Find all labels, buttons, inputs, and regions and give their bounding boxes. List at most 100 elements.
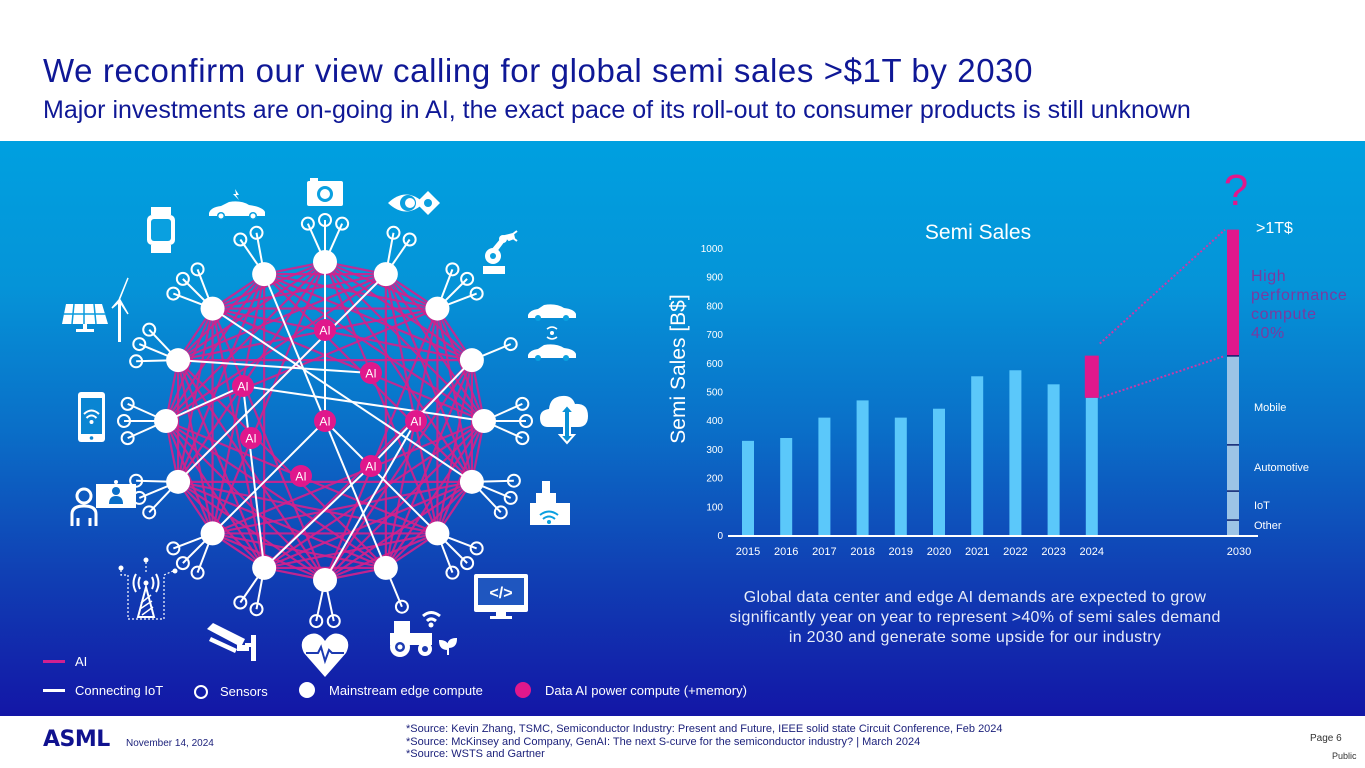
hpc-label-line: High <box>1251 268 1286 285</box>
sensor-node <box>117 414 131 428</box>
x-tick-label: 2020 <box>927 546 951 558</box>
sensor-node <box>309 614 324 629</box>
ai-link <box>177 273 265 361</box>
ai-node-label: AI <box>410 415 421 429</box>
ai-link <box>263 273 485 422</box>
sensor-node <box>233 595 248 610</box>
ai-link <box>177 261 326 362</box>
ai-nodes: AI AI AI AI AI AI AI AI <box>232 319 427 487</box>
sensor-node <box>233 232 248 247</box>
content-band <box>0 141 1365 716</box>
x-tick-label: 2030 <box>1227 546 1251 558</box>
edge-compute-node <box>459 469 484 494</box>
ai-node-label: AI <box>365 367 376 381</box>
ai-node: AI <box>360 455 382 477</box>
ai-link <box>324 480 473 581</box>
ai-node-label: AI <box>245 432 256 446</box>
sensor-node <box>129 473 144 488</box>
hpc-growth-line-top <box>1099 228 1226 345</box>
code-monitor-icon: </> <box>474 574 528 619</box>
ai-link <box>385 273 473 361</box>
sensor-node <box>120 396 135 411</box>
sensor-node <box>300 216 315 231</box>
bar-2016 <box>780 437 793 535</box>
bar-2019 <box>894 417 907 535</box>
ai-link <box>324 261 473 362</box>
chart-description-line: in 2030 and generate some upside for our… <box>788 629 1162 646</box>
question-mark: ? <box>1224 166 1248 215</box>
sensor-node <box>460 271 475 286</box>
segment-label: Automotive <box>1254 462 1309 474</box>
sensor-node <box>326 614 341 629</box>
x-tick-label: 2016 <box>774 546 798 558</box>
iot-link <box>263 465 372 569</box>
legend-data-ai: Data AI power compute (+memory) <box>515 682 747 698</box>
y-axis-label: Semi Sales [B$] <box>667 294 690 443</box>
hpc-growth-line-bottom <box>1099 354 1226 399</box>
ai-network-diagram: AI AI AI AI AI AI AI AI <box>62 178 588 677</box>
edge-compute-node <box>313 568 337 592</box>
robot-arm-icon <box>483 230 518 274</box>
bar-2024-hpc <box>1084 355 1099 398</box>
sensor-node <box>519 414 533 428</box>
legend-mainstream-label: Mainstream edge compute <box>329 682 483 698</box>
sensor-node <box>503 337 518 352</box>
hpc-label-line: performance <box>1251 287 1347 304</box>
sensor-node <box>386 225 401 240</box>
sensor-node <box>445 262 460 277</box>
sensor-node <box>249 602 264 617</box>
legend-sensors: Sensors <box>194 684 268 699</box>
legend-connecting-iot-label: Connecting IoT <box>75 683 164 698</box>
bar-2030-segment-high-performance-compute <box>1227 229 1239 356</box>
cloud-transfer-icon <box>540 395 588 445</box>
bar-2030-segment-automotive <box>1227 444 1239 492</box>
page-title: We reconfirm our view calling for global… <box>43 52 1034 89</box>
svg-text:</>: </> <box>489 585 512 602</box>
ai-link <box>436 420 486 534</box>
edge-compute-node <box>459 348 484 373</box>
bar-2023 <box>1047 384 1060 535</box>
ai-link <box>436 359 473 534</box>
x-tick-label: 2018 <box>850 546 874 558</box>
edge-compute-node <box>200 296 225 321</box>
cell-tower-icon <box>118 557 178 620</box>
segment-label: Mobile <box>1254 402 1286 414</box>
sensor-node <box>394 599 409 614</box>
ai-node: AI <box>240 427 262 449</box>
ai-dot-swatch <box>515 682 531 698</box>
smart-farming-icon <box>390 611 458 657</box>
x-tick-label: 2015 <box>736 546 760 558</box>
ai-line-swatch <box>43 660 65 663</box>
ai-link <box>177 359 214 534</box>
sensor-node <box>402 232 417 247</box>
bar-2030-segment-other <box>1227 520 1239 535</box>
sensor-node <box>445 565 460 580</box>
electric-car-icon <box>209 189 265 220</box>
edge-compute-node <box>252 262 277 287</box>
ai-node: AI <box>232 375 254 397</box>
bar-2018 <box>856 400 869 535</box>
iot-link <box>211 420 326 535</box>
iot-link <box>177 273 387 483</box>
heart-monitor-icon <box>301 633 349 677</box>
edge-compute-node <box>472 409 496 433</box>
iot-link <box>242 385 485 422</box>
total-2030-label: >1T$ <box>1256 220 1293 237</box>
sensor-node <box>166 541 181 556</box>
ai-node-label: AI <box>295 470 306 484</box>
edge-compute-node <box>166 348 191 373</box>
y-tick-label: 500 <box>706 388 723 399</box>
iot-line-swatch <box>43 689 65 692</box>
hpc-label-line: 40% <box>1251 325 1285 342</box>
ai-link <box>436 308 486 422</box>
iot-link <box>324 420 439 535</box>
bar-2017 <box>818 417 831 535</box>
edge-compute-node <box>200 521 225 546</box>
page-number: Page 6 <box>1310 733 1342 744</box>
ai-link <box>211 308 266 569</box>
y-tick-label: 900 <box>706 273 723 284</box>
ai-link <box>177 308 214 483</box>
ai-link <box>177 359 266 569</box>
ai-link <box>436 308 473 483</box>
